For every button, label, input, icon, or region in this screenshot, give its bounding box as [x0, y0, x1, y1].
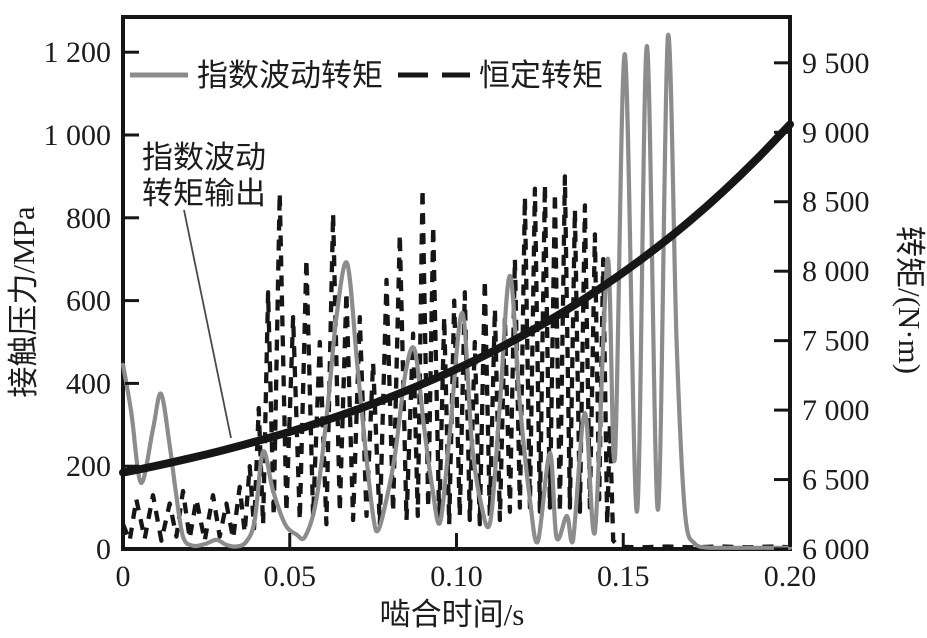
y-right-tick-label: 7 500 [802, 325, 870, 358]
axis-tick-labels-group: 0 200 400 600 800 1 000 1 200 6 000 6 500 7 000 7 … [44, 36, 870, 593]
series-exp-fluct-pressure [120, 32, 793, 550]
x-tick-label: 0.10 [430, 560, 483, 593]
y-left-tick-label: 400 [66, 367, 111, 400]
x-tick-label: 0.15 [597, 560, 650, 593]
x-tick-label: 0 [116, 560, 131, 593]
legend: 指数波动转矩 恒定转矩 [130, 58, 603, 93]
axis-ticks-group [121, 50, 792, 551]
series-group [119, 32, 794, 550]
y-left-tick-label: 0 [96, 533, 111, 566]
series-const-pressure [121, 174, 791, 550]
y-right-tick-label: 6 000 [802, 533, 870, 566]
y-left-tick-label: 1 200 [44, 36, 112, 69]
y-right-tick-label: 9 500 [802, 47, 870, 80]
y-right-tick-label: 8 500 [802, 186, 870, 219]
annotation-torque-output: 指数波动 转矩输出 [142, 140, 266, 439]
x-tick-label: 0.05 [264, 560, 317, 593]
y-axis-left-title: 接触压力/MPa [6, 206, 41, 397]
x-axis-title: 啮合时间/s [380, 597, 525, 632]
y-left-tick-label: 600 [66, 285, 111, 318]
y-right-tick-label: 7 000 [802, 394, 870, 427]
y-left-tick-label: 1 000 [44, 119, 112, 152]
annotation-line-2: 转矩输出 [142, 176, 266, 211]
y-axis-right-title: 转矩/(N·m) [892, 226, 927, 374]
legend-label-constant: 恒定转矩 [479, 58, 603, 93]
annotation-leader-line [183, 209, 232, 439]
y-left-tick-label: 200 [66, 450, 111, 483]
y-right-tick-label: 8 000 [802, 255, 870, 288]
series-torque-output [119, 120, 794, 477]
y-right-tick-label: 6 500 [802, 464, 870, 497]
y-left-tick-label: 800 [66, 202, 111, 235]
x-tick-label: 0.20 [764, 560, 817, 593]
annotation-line-1: 指数波动 [142, 140, 266, 175]
plot-frame [121, 15, 792, 551]
legend-label-exponential: 指数波动转矩 [197, 58, 383, 93]
y-right-tick-label: 9 000 [802, 116, 870, 149]
